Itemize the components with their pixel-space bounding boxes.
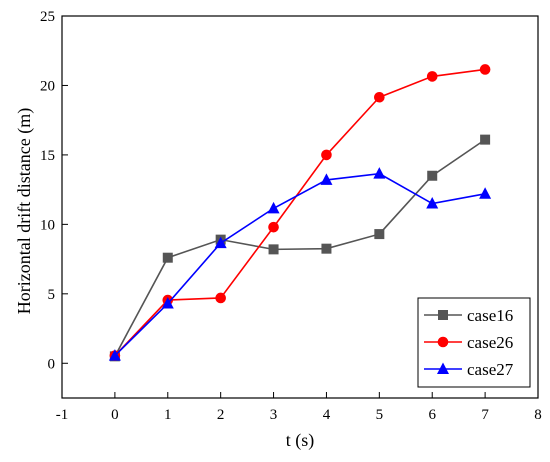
data-point-case16 [427, 170, 438, 181]
legend-label-case16: case16 [467, 306, 513, 325]
y-tick-label: 25 [40, 9, 55, 25]
data-point-case26 [268, 221, 279, 233]
data-point-case27 [426, 197, 439, 209]
legend-label-case27: case27 [467, 360, 514, 379]
plot-frame [61, 15, 539, 399]
x-tick-label: 2 [217, 407, 225, 423]
data-point-case16 [374, 229, 385, 240]
data-point-case26 [374, 91, 385, 103]
data-point-case27 [479, 187, 492, 199]
data-point-case16 [321, 243, 332, 254]
y-tick-label: 0 [48, 356, 56, 372]
x-tick-label: -1 [56, 407, 69, 423]
x-tick-label: 3 [270, 407, 278, 423]
data-point-case16 [162, 252, 173, 263]
legend-marker-case16 [438, 310, 448, 320]
series-line-case26 [114, 68, 486, 357]
data-point-case26 [321, 149, 332, 161]
legend-label-case26: case26 [467, 333, 513, 352]
legend-marker-case26 [437, 336, 449, 348]
y-tick-label: 10 [40, 217, 55, 233]
data-point-case16 [268, 244, 279, 255]
series-line-case27 [114, 172, 486, 357]
data-point-case27 [108, 349, 121, 361]
data-point-case26 [479, 64, 491, 75]
plot-marks: -1 0 1 2 3 4 5 6 7 8 0 5 10 15 20 25 case16 case26 case27 [40, 9, 542, 423]
data-point-case27 [373, 167, 386, 179]
legend-marker-case27 [437, 362, 449, 374]
y-axis-title: Horizontal drift distance (m) [14, 108, 35, 314]
x-tick-label: 0 [111, 407, 119, 423]
data-point-case27 [161, 297, 174, 309]
x-tick-label: 4 [323, 407, 331, 423]
data-point-case27 [214, 236, 227, 249]
x-tick-label: 6 [428, 407, 436, 423]
x-tick-label: 1 [164, 407, 172, 423]
x-tick-label: 7 [481, 407, 489, 423]
x-tick-label: 8 [534, 407, 542, 423]
data-point-case26 [215, 292, 226, 304]
x-axis-title: t (s) [286, 430, 315, 451]
data-point-case16 [480, 134, 491, 145]
y-tick-label: 20 [40, 78, 55, 94]
data-point-case26 [426, 71, 438, 82]
x-tick-label: 5 [376, 407, 384, 423]
series-line-case16 [114, 138, 486, 357]
data-point-case27 [320, 173, 333, 185]
data-point-case27 [267, 201, 280, 214]
y-tick-label: 5 [48, 287, 56, 303]
y-tick-label: 15 [40, 148, 55, 164]
